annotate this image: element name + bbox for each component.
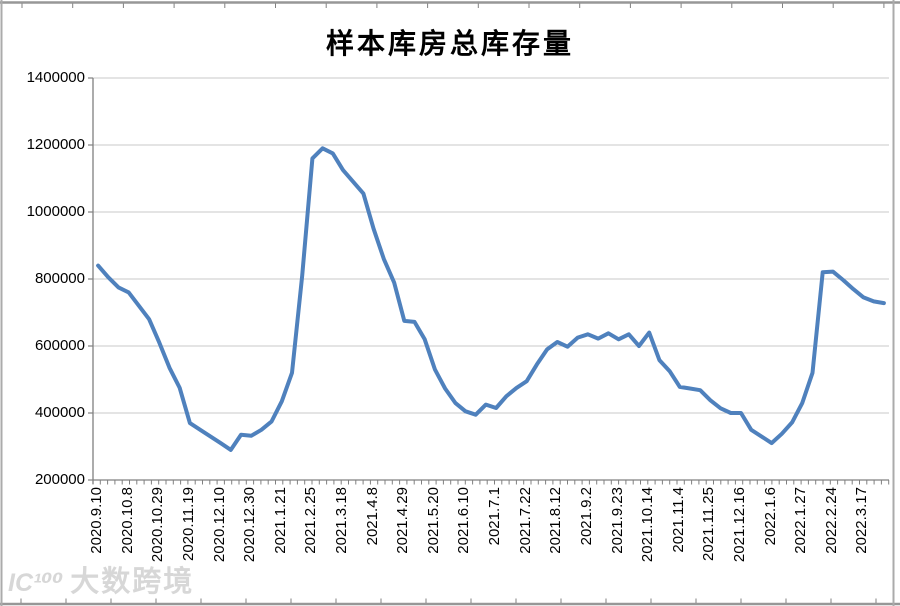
x-axis-label: 2020.12.10: [210, 487, 228, 563]
watermark: IC¹⁰⁰ 大数跨境: [8, 558, 194, 600]
x-axis-label: 2021.1.21: [271, 487, 289, 554]
x-axis-label: 2021.9.23: [608, 487, 626, 554]
x-axis-label: 2021.7.22: [516, 487, 534, 554]
x-axis-label: 2021.11.4: [669, 487, 687, 553]
x-axis-label: 2020.11.19: [179, 487, 197, 561]
chart-title: 样本库房总库存量: [325, 29, 574, 60]
y-axis-label: 1200000: [26, 136, 85, 153]
x-axis-label: 2021.2.25: [302, 487, 320, 554]
x-axis-label: 2021.9.2: [577, 487, 595, 546]
x-axis-label: 2021.5.20: [424, 487, 442, 554]
watermark-logo-icon: IC¹⁰⁰: [8, 569, 64, 597]
x-axis-label: 2021.11.25: [700, 487, 718, 561]
x-axis-label: 2020.12.30: [241, 487, 259, 563]
x-axis-label: 2021.12.16: [731, 487, 749, 563]
x-axis-label: 2021.4.29: [394, 487, 412, 554]
y-axis-label: 1000000: [26, 203, 85, 220]
x-axis-label: 2021.10.14: [639, 487, 657, 563]
x-axis-label: 2022.2.24: [822, 487, 840, 554]
x-axis-label: 2021.4.8: [363, 487, 381, 546]
x-axis-label: 2022.1.27: [792, 487, 810, 554]
y-axis-label: 1400000: [26, 69, 85, 86]
y-axis-label: 600000: [34, 337, 85, 354]
x-axis-label: 2020.10.8: [118, 487, 136, 554]
x-axis-label: 2022.3.17: [853, 487, 871, 554]
y-axis-label: 400000: [34, 404, 85, 421]
x-axis-label: 2020.9.10: [88, 487, 106, 554]
x-axis-label: 2022.1.6: [761, 487, 779, 546]
series-line: [96, 146, 886, 452]
y-axis-label: 200000: [34, 471, 85, 488]
x-axis-label: 2021.3.18: [333, 487, 351, 554]
x-axis-label: 2021.6.10: [455, 487, 473, 554]
x-axis-label: 2021.7.1: [486, 487, 504, 546]
y-axis-label: 800000: [34, 270, 85, 287]
x-axis-label: 2020.10.29: [149, 487, 167, 563]
watermark-text: 大数跨境: [70, 566, 195, 598]
x-axis-label: 2021.8.12: [547, 487, 565, 554]
